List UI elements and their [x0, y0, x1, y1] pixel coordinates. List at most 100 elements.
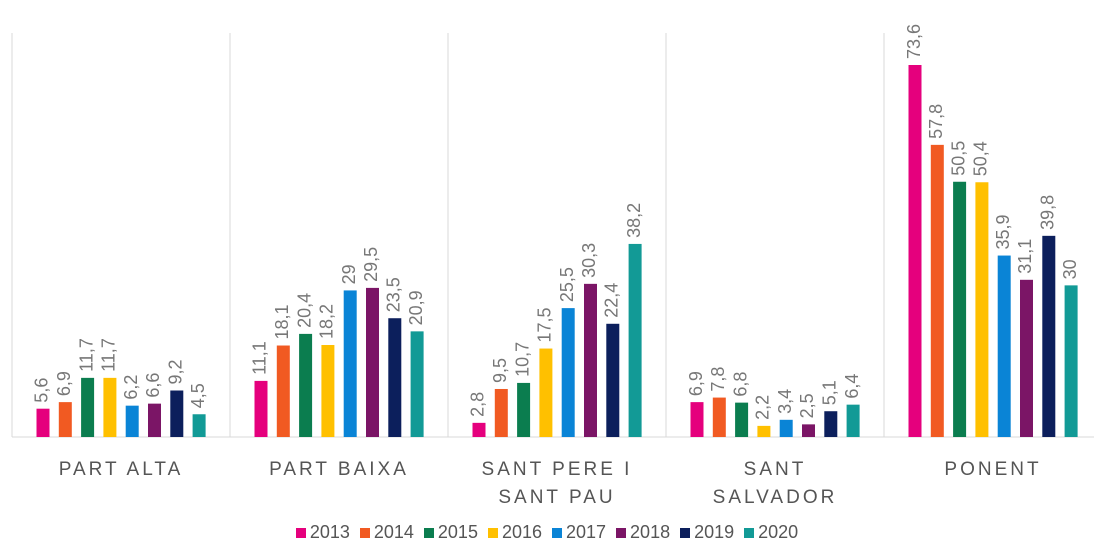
data-label: 4,5: [188, 383, 208, 408]
bar: [494, 388, 508, 437]
data-label: 30,3: [579, 243, 599, 278]
data-label: 22,4: [602, 283, 622, 318]
legend-label: 2016: [501, 522, 542, 542]
bar: [975, 182, 989, 437]
data-label: 9,2: [166, 359, 186, 384]
legend-item: 2017: [552, 522, 606, 543]
bar: [103, 377, 117, 437]
data-label: 2,2: [753, 395, 773, 420]
data-label: 11,7: [76, 338, 96, 372]
bar: [192, 414, 206, 437]
data-label: 30: [1060, 259, 1080, 279]
data-label: 18,2: [317, 304, 337, 339]
legend-label: 2013: [309, 522, 350, 542]
data-label: 25,5: [557, 267, 577, 302]
legend-swatch: [423, 527, 434, 538]
data-label: 11,7: [99, 338, 119, 372]
data-label: 9,5: [490, 358, 510, 383]
data-label: 31,1: [1015, 239, 1035, 274]
bar: [343, 290, 357, 437]
bar: [299, 333, 313, 437]
data-label: 6,8: [730, 372, 750, 397]
data-label: 5,6: [32, 378, 52, 403]
legend-item: 2016: [487, 522, 542, 543]
bar: [36, 408, 50, 437]
legend-item: 2019: [680, 522, 734, 543]
legend-label: 2014: [373, 522, 414, 542]
bar: [58, 402, 72, 437]
bar: [148, 403, 161, 437]
data-label: 6,9: [54, 371, 74, 396]
bar: [366, 287, 379, 437]
bar: [584, 283, 597, 437]
data-label: 7,8: [708, 367, 728, 392]
data-label: 6,9: [686, 371, 706, 396]
bar: [930, 144, 944, 437]
legend-item: 2014: [359, 522, 414, 543]
data-label: 38,2: [624, 203, 644, 238]
bar: [606, 323, 620, 437]
bar: [561, 308, 575, 437]
data-label: 73,6: [904, 24, 924, 59]
bar: [997, 255, 1011, 437]
data-label: 10,7: [512, 342, 532, 377]
bar: [802, 424, 815, 437]
legend-item: 2020: [744, 522, 798, 543]
legend-label: 2015: [437, 522, 478, 542]
x-tick-label: SANT SALVADOR: [712, 459, 838, 508]
legend: 2013 2014 2015 2016 2017 2018 2019 2020: [0, 522, 1094, 543]
bar: [712, 397, 726, 437]
legend-swatch: [616, 527, 627, 538]
data-label: 2,8: [468, 392, 488, 417]
data-label: 23,5: [384, 277, 404, 312]
data-label: 20,4: [294, 293, 314, 328]
bar: [1064, 285, 1078, 437]
bar: [824, 411, 838, 437]
data-label: 39,8: [1038, 195, 1058, 230]
bar: [81, 377, 95, 437]
data-label: 6,6: [143, 373, 163, 398]
data-label: 29,5: [361, 247, 381, 282]
x-tick-label: PART BAIXA: [269, 459, 409, 480]
bar: [410, 331, 424, 437]
bar: [1042, 235, 1056, 437]
legend-item: 2015: [423, 522, 478, 543]
x-tick-label: SANT PERE I SANT PAU: [481, 459, 633, 508]
legend-item: 2013: [295, 522, 350, 543]
bar: [846, 404, 860, 437]
data-label: 50,4: [971, 141, 991, 176]
data-label: 5,1: [820, 380, 840, 405]
bar: [539, 348, 553, 437]
data-label: 18,1: [272, 304, 292, 339]
bar: [517, 382, 531, 437]
bar: [170, 390, 184, 437]
bar: [757, 425, 771, 437]
legend-label: 2019: [694, 522, 735, 542]
legend-swatch: [680, 527, 691, 538]
bar: [690, 402, 704, 437]
bar: [1020, 279, 1033, 437]
x-tick-label: PART ALTA: [58, 459, 184, 480]
legend-swatch: [487, 527, 498, 538]
bar: [276, 345, 290, 437]
data-label: 2,5: [797, 393, 817, 418]
data-label: 57,8: [926, 104, 946, 139]
bar: [628, 243, 642, 437]
legend-label: 2018: [630, 522, 671, 542]
data-label: 6,2: [121, 375, 141, 400]
data-label: 20,9: [406, 290, 426, 325]
legend-swatch: [552, 527, 562, 538]
bar: [388, 318, 402, 437]
bar: [735, 402, 749, 437]
data-label: 29: [339, 264, 359, 284]
legend-label: 2020: [758, 522, 799, 542]
legend-swatch: [295, 527, 306, 538]
bar: [908, 65, 922, 437]
data-label: 6,4: [842, 374, 862, 399]
data-label: 35,9: [993, 215, 1013, 250]
data-label: 17,5: [535, 308, 555, 343]
bar: [472, 422, 486, 437]
bar: [125, 405, 139, 437]
